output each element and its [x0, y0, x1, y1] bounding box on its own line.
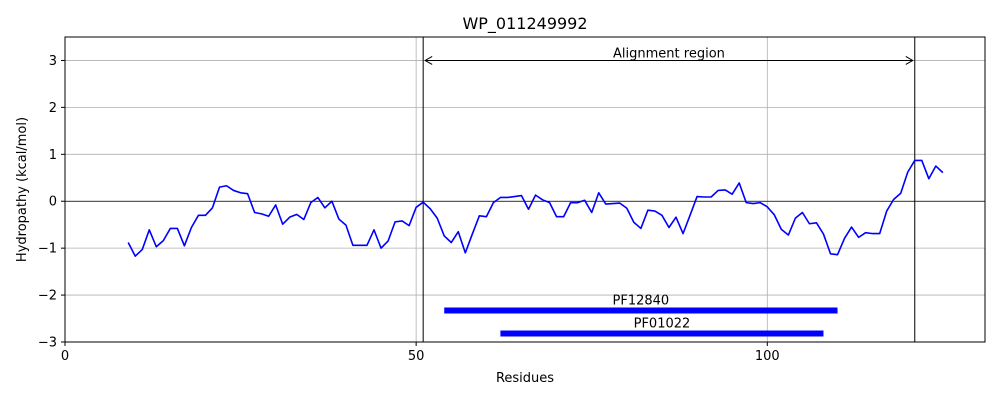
domain-label: PF12840 [613, 294, 670, 309]
y-tick-label: 0 [49, 195, 57, 210]
domain-bars: PF12840 PF01022 [444, 294, 838, 337]
plot-frame [64, 36, 986, 343]
axis-ticks: 0 50 100 −3 −2 −1 0 1 2 3 [38, 54, 780, 364]
hydropathy-line [127, 159, 944, 257]
x-tick-label: 50 [408, 349, 425, 364]
grid-lines [64, 37, 985, 343]
x-tick-label: 0 [61, 349, 69, 364]
series-lines [127, 159, 944, 257]
y-tick-label: −3 [38, 336, 57, 351]
domain-label: PF01022 [634, 317, 691, 332]
y-tick-label: −1 [38, 242, 57, 257]
alignment-region-label: Alignment region [613, 46, 725, 61]
chart-title: WP_011249992 [462, 14, 587, 34]
y-axis-label: Hydropathy (kcal/mol) [15, 117, 30, 262]
x-axis-label: Residues [496, 371, 554, 386]
y-tick-label: 2 [49, 101, 57, 116]
arrow-head-right [905, 56, 914, 65]
alignment-annotation: Alignment region [424, 46, 914, 65]
reference-lines [65, 37, 985, 342]
y-tick-label: −2 [38, 289, 57, 304]
x-tick-label: 100 [755, 349, 780, 364]
arrow-head-left [424, 56, 433, 65]
y-tick-label: 1 [49, 148, 57, 163]
y-tick-label: 3 [49, 54, 57, 69]
